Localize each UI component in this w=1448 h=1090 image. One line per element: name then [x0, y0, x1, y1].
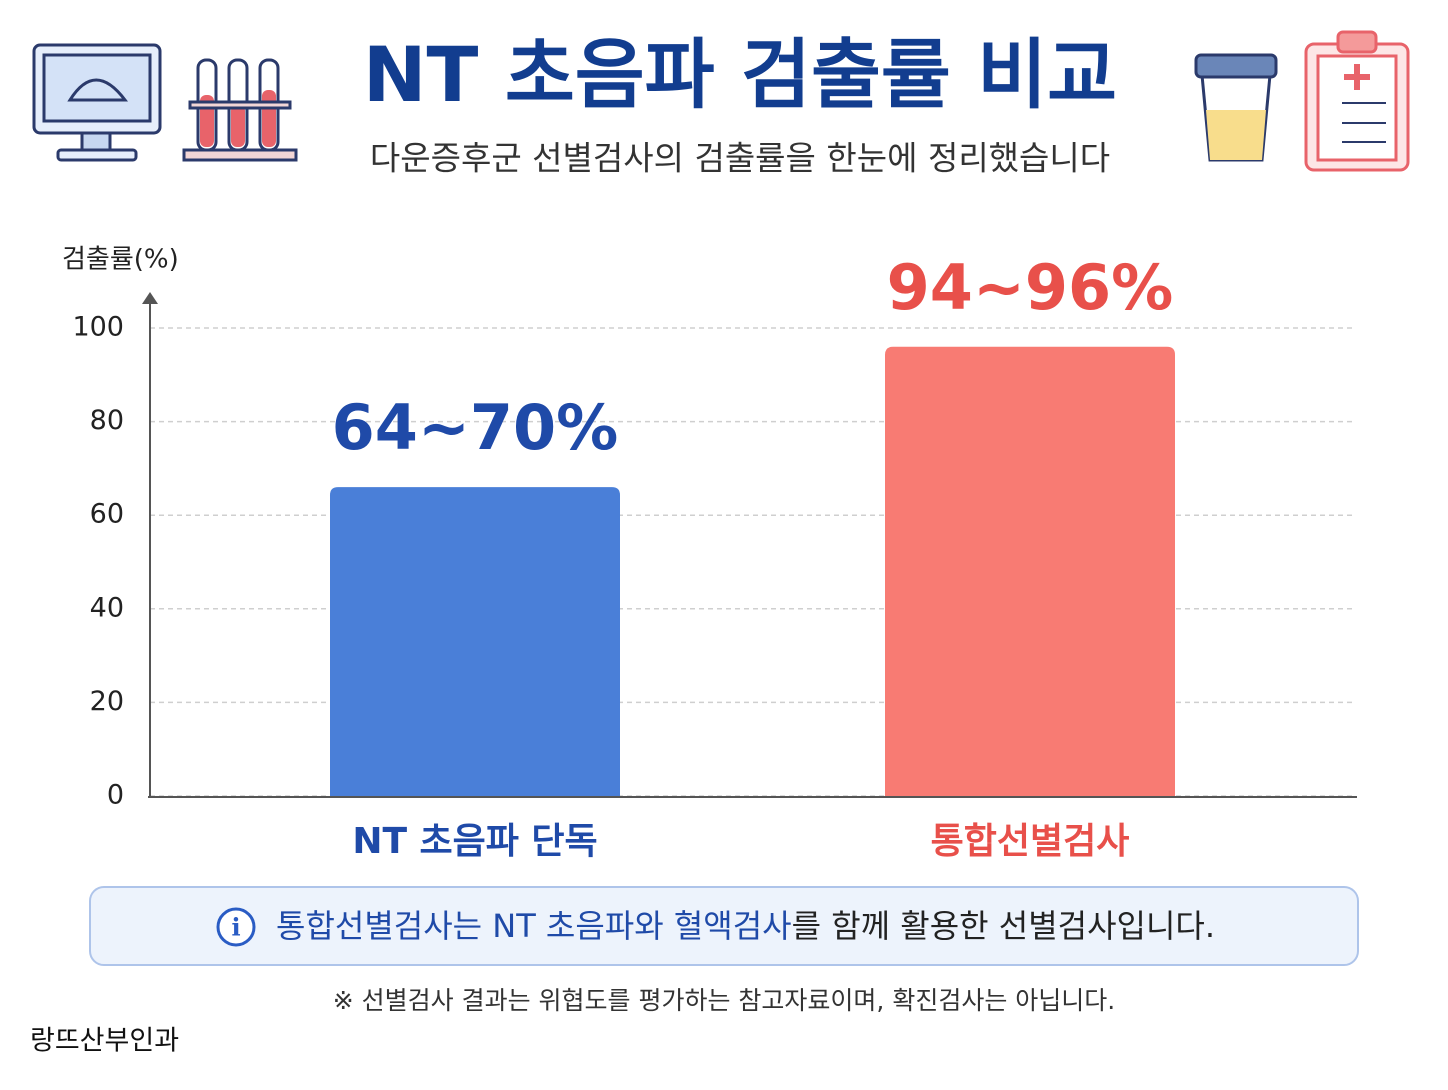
brand: 랑뜨산부인과	[30, 1026, 179, 1057]
cup-icon	[1194, 53, 1278, 162]
y-tick-label: 0	[107, 780, 124, 811]
x-tick-label: 통합선별검사	[931, 821, 1130, 862]
y-tick-label: 100	[72, 312, 124, 343]
value-label: 94~96%	[887, 251, 1174, 324]
footnote: ※ 선별검사 결과는 위협도를 평가하는 참고자료이며, 확진검사는 아닙니다.	[333, 986, 1115, 1015]
note-box	[89, 886, 1359, 966]
info-icon-glyph: i	[231, 913, 240, 942]
monitor-icon	[32, 43, 162, 162]
note-highlight: 통합선별검사는 NT 초음파와 혈액검사	[276, 907, 792, 945]
y-tick-label: 60	[90, 499, 124, 530]
bar	[330, 487, 620, 796]
clipboard-icon	[1304, 30, 1410, 172]
y-tick-label: 40	[90, 592, 124, 623]
y-tick-label: 80	[90, 405, 124, 436]
note-text: 통합선별검사는 NT 초음파와 혈액검사를 함께 활용한 선별검사입니다.	[276, 907, 1215, 945]
chart-title: NT 초음파 검출률 비교	[363, 30, 1117, 119]
test-tubes-icon	[182, 58, 298, 162]
note-rest: 를 함께 활용한 선별검사입니다.	[792, 907, 1215, 945]
y-axis-arrow	[142, 292, 158, 304]
chart-subtitle: 다운증후군 선별검사의 검출률을 한눈에 정리했습니다	[370, 139, 1110, 178]
y-axis-label: 검출률(%)	[62, 245, 179, 275]
y-tick-label: 20	[90, 686, 124, 717]
value-label: 64~70%	[332, 391, 619, 464]
bar	[885, 346, 1175, 796]
info-icon	[216, 907, 256, 947]
x-tick-label: NT 초음파 단독	[352, 821, 597, 862]
plot-area: 0 20 40 60 80 100 64~70% NT 초음파 단독 94~96% 통합선별검사	[72, 251, 1356, 862]
